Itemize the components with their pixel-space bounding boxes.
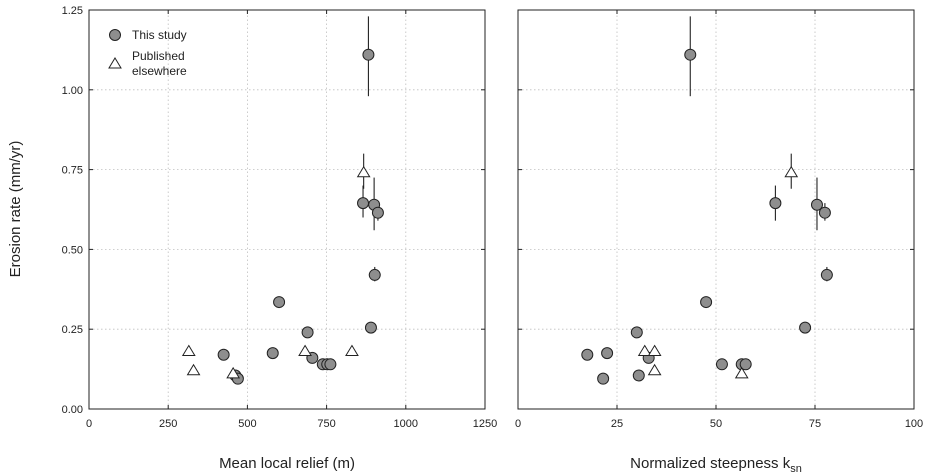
frame-relief (88, 9, 486, 410)
x-tick-label: 250 (159, 418, 177, 430)
data-point-published (734, 366, 749, 379)
data-point-published (356, 165, 371, 178)
x-tick-label: 0 (86, 418, 92, 430)
legend-label-this-study: This study (132, 28, 187, 42)
data-point-published (784, 165, 799, 178)
x-tick-label: 0 (515, 418, 521, 430)
data-point-this-study (632, 369, 645, 382)
data-point-this-study (715, 358, 728, 371)
frame-steepness (517, 9, 915, 410)
data-point-this-study (357, 197, 370, 210)
data-point-this-study (301, 326, 314, 339)
data-point-this-study (364, 321, 377, 334)
x-tick-label: 750 (317, 418, 335, 430)
grid-steepness (518, 10, 914, 409)
data-point-this-study (601, 347, 614, 360)
legend-label-published-line2: elsewhere (132, 64, 187, 78)
legend-circle-marker (109, 29, 121, 41)
marks-relief (181, 16, 384, 385)
x-tick-label: 75 (809, 418, 821, 430)
data-point-this-study (818, 206, 831, 219)
data-point-this-study (630, 326, 643, 339)
data-point-published (345, 344, 359, 357)
data-point-this-study (217, 348, 230, 361)
y-tick-label: 0.50 (62, 244, 83, 256)
x-axis-label-relief: Mean local relief (m) (219, 455, 355, 472)
x-tick-label: 1000 (394, 418, 418, 430)
y-tick-label: 1.00 (62, 85, 83, 97)
data-point-this-study (597, 372, 610, 385)
y-tick-label: 1.25 (62, 5, 83, 17)
data-point-published (186, 363, 201, 376)
data-point-this-study (362, 48, 375, 61)
data-point-published (181, 344, 196, 357)
data-point-this-study (739, 358, 752, 371)
x-tick-label: 500 (238, 418, 256, 430)
legend-triangle-marker (108, 57, 122, 69)
data-point-this-study (810, 198, 823, 211)
data-point-this-study (820, 268, 833, 281)
data-point-this-study (273, 296, 286, 309)
x-tick-label: 100 (905, 418, 923, 430)
panel-steepness: 0 25 50 75 100 Normalized steepness ksn (515, 9, 923, 475)
data-point-this-study (368, 268, 381, 281)
x-axis-label-steepness: Normalized steepness ksn (630, 455, 802, 475)
data-point-published (647, 344, 662, 357)
data-point-this-study (769, 197, 782, 210)
marks-steepness (581, 16, 833, 385)
data-point-published (647, 363, 662, 376)
data-point-this-study (684, 48, 697, 61)
data-point-this-study (266, 347, 279, 360)
x-tick-label: 1250 (473, 418, 497, 430)
data-point-published (637, 344, 652, 357)
data-point-this-study (371, 206, 384, 219)
legend-label-published-line1: Published (132, 49, 185, 63)
y-tick-label: 0.00 (62, 404, 83, 416)
panel-relief: 0 250 500 750 1000 1250 0.00 0.25 0.50 0.75 1.00 1.… (62, 5, 498, 472)
data-point-this-study (324, 358, 337, 371)
y-tick-label: 0.25 (62, 324, 83, 336)
data-point-published (226, 366, 241, 379)
y-tick-label: 0.75 (62, 165, 83, 177)
data-point-this-study (799, 321, 812, 334)
ticks-relief: 0 250 500 750 1000 1250 0.00 0.25 0.50 0.75 1.00 1.… (62, 5, 498, 430)
x-tick-label: 50 (710, 418, 722, 430)
data-point-published (298, 344, 312, 357)
data-point-this-study (581, 348, 594, 361)
y-axis-label: Erosion rate (mm/yr) (7, 141, 24, 278)
data-point-this-study (700, 296, 713, 309)
grid-relief (89, 10, 485, 409)
ticks-steepness: 0 25 50 75 100 (515, 9, 923, 430)
x-tick-label: 25 (611, 418, 623, 430)
legend: This study Published elsewhere (108, 28, 187, 78)
